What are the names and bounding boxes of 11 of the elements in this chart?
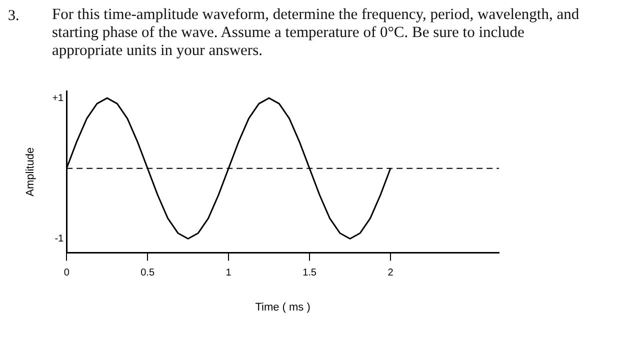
x-tick-label: 2 [388,268,394,279]
y-tick-label: -1 [54,233,64,244]
x-tick-label: 0.5 [140,268,155,279]
x-tick-label: 0 [64,268,70,279]
chart-title: For this time-amplitude waveform, determine the frequency, period, wavelength, and starting phase of the wave. Assume a temperature of 0°C. Be sure to include appropriate units in your answers. [52,6,580,60]
x-tick-label: 1 [226,268,232,279]
y-axis-title: Amplitude [24,147,37,196]
x-tick-label: 1.5 [302,268,317,279]
x-axis-title: Time ( ms ) [255,301,310,314]
text: 3. [8,8,20,25]
y-tick-label: +1 [52,92,64,104]
